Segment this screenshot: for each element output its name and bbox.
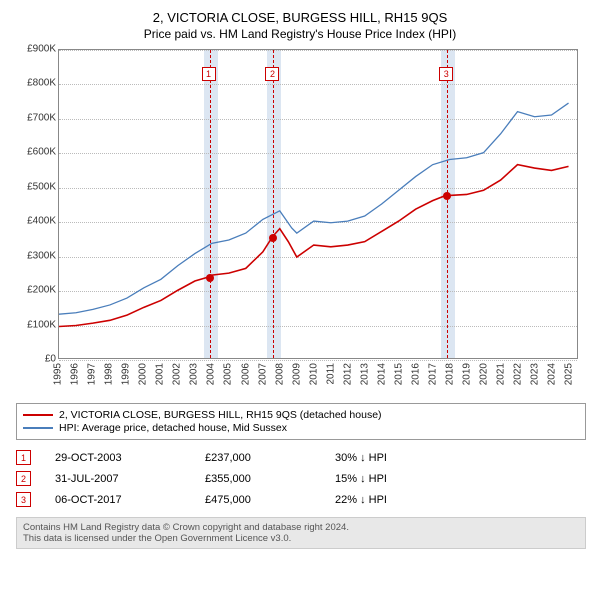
y-tick-label: £900K [12,44,56,55]
x-tick-label: 1995 [53,363,64,385]
x-tick-label: 2019 [462,363,473,385]
sale-date-1: 29-OCT-2003 [55,452,205,464]
x-tick-label: 1996 [70,363,81,385]
sale-price-2: £355,000 [205,473,335,485]
x-tick-label: 2006 [240,363,251,385]
y-tick-label: £300K [12,250,56,261]
x-tick-label: 1997 [87,363,98,385]
chart-title: 2, VICTORIA CLOSE, BURGESS HILL, RH15 9Q… [10,10,590,25]
x-tick-label: 2025 [564,363,575,385]
x-tick-label: 2008 [274,363,285,385]
sale-diff-3: 22% ↓ HPI [335,494,455,506]
x-tick-label: 2009 [291,363,302,385]
x-tick-label: 1998 [104,363,115,385]
y-tick-label: £400K [12,216,56,227]
legend-label-property: 2, VICTORIA CLOSE, BURGESS HILL, RH15 9Q… [59,409,382,421]
sale-row-1: 1 29-OCT-2003 £237,000 30% ↓ HPI [16,450,590,465]
sale-price-1: £237,000 [205,452,335,464]
y-tick-label: £700K [12,112,56,123]
x-tick-label: 2024 [547,363,558,385]
sale-row-2: 2 31-JUL-2007 £355,000 15% ↓ HPI [16,471,590,486]
legend-row-property: 2, VICTORIA CLOSE, BURGESS HILL, RH15 9Q… [23,409,579,421]
x-tick-label: 2013 [359,363,370,385]
event-marker-1: 1 [202,67,216,81]
chart-subtitle: Price paid vs. HM Land Registry's House … [10,27,590,41]
y-tick-label: £100K [12,319,56,330]
x-tick-label: 2001 [155,363,166,385]
event-marker-3: 3 [439,67,453,81]
x-tick-label: 2015 [393,363,404,385]
legend-swatch-hpi [23,427,53,429]
sale-date-2: 31-JUL-2007 [55,473,205,485]
sale-marker-3: 3 [16,492,31,507]
y-tick-label: £0 [12,354,56,365]
series-line-hpi [59,103,569,314]
y-tick-label: £800K [12,78,56,89]
x-tick-label: 2004 [206,363,217,385]
x-tick-label: 2016 [411,363,422,385]
sale-diff-2: 15% ↓ HPI [335,473,455,485]
sale-point [443,192,451,200]
chart-container: 2, VICTORIA CLOSE, BURGESS HILL, RH15 9Q… [0,0,600,559]
x-tick-label: 2023 [530,363,541,385]
legend-row-hpi: HPI: Average price, detached house, Mid … [23,422,579,434]
sales-table: 1 29-OCT-2003 £237,000 30% ↓ HPI 2 31-JU… [16,450,590,507]
x-tick-label: 2022 [513,363,524,385]
x-tick-label: 2005 [223,363,234,385]
y-tick-label: £600K [12,147,56,158]
event-marker-2: 2 [265,67,279,81]
plot-region [58,49,578,359]
sale-point [269,234,277,242]
x-tick-label: 2021 [496,363,507,385]
sale-point [206,274,214,282]
x-tick-label: 2003 [189,363,200,385]
x-tick-label: 2010 [308,363,319,385]
x-tick-label: 2020 [479,363,490,385]
x-tick-label: 2007 [257,363,268,385]
chart-area: £0 £100K £200K £300K £400K £500K £600K £700K £80… [10,49,590,399]
sale-date-3: 06-OCT-2017 [55,494,205,506]
x-tick-label: 2000 [138,363,149,385]
x-tick-label: 2014 [376,363,387,385]
x-tick-label: 2002 [172,363,183,385]
x-tick-label: 2012 [342,363,353,385]
sale-diff-1: 30% ↓ HPI [335,452,455,464]
footer-line-1: Contains HM Land Registry data © Crown c… [23,522,579,533]
legend-box: 2, VICTORIA CLOSE, BURGESS HILL, RH15 9Q… [16,403,586,440]
attribution-footer: Contains HM Land Registry data © Crown c… [16,517,586,549]
x-tick-label: 2011 [325,363,336,385]
y-tick-label: £200K [12,285,56,296]
x-tick-label: 2018 [445,363,456,385]
legend-label-hpi: HPI: Average price, detached house, Mid … [59,422,287,434]
sale-row-3: 3 06-OCT-2017 £475,000 22% ↓ HPI [16,492,590,507]
y-tick-label: £500K [12,181,56,192]
sale-marker-1: 1 [16,450,31,465]
sale-price-3: £475,000 [205,494,335,506]
x-tick-label: 2017 [428,363,439,385]
footer-line-2: This data is licensed under the Open Gov… [23,533,579,544]
legend-swatch-property [23,414,53,416]
x-tick-label: 1999 [121,363,132,385]
line-layer [59,50,577,358]
sale-marker-2: 2 [16,471,31,486]
series-line-property [59,165,569,327]
